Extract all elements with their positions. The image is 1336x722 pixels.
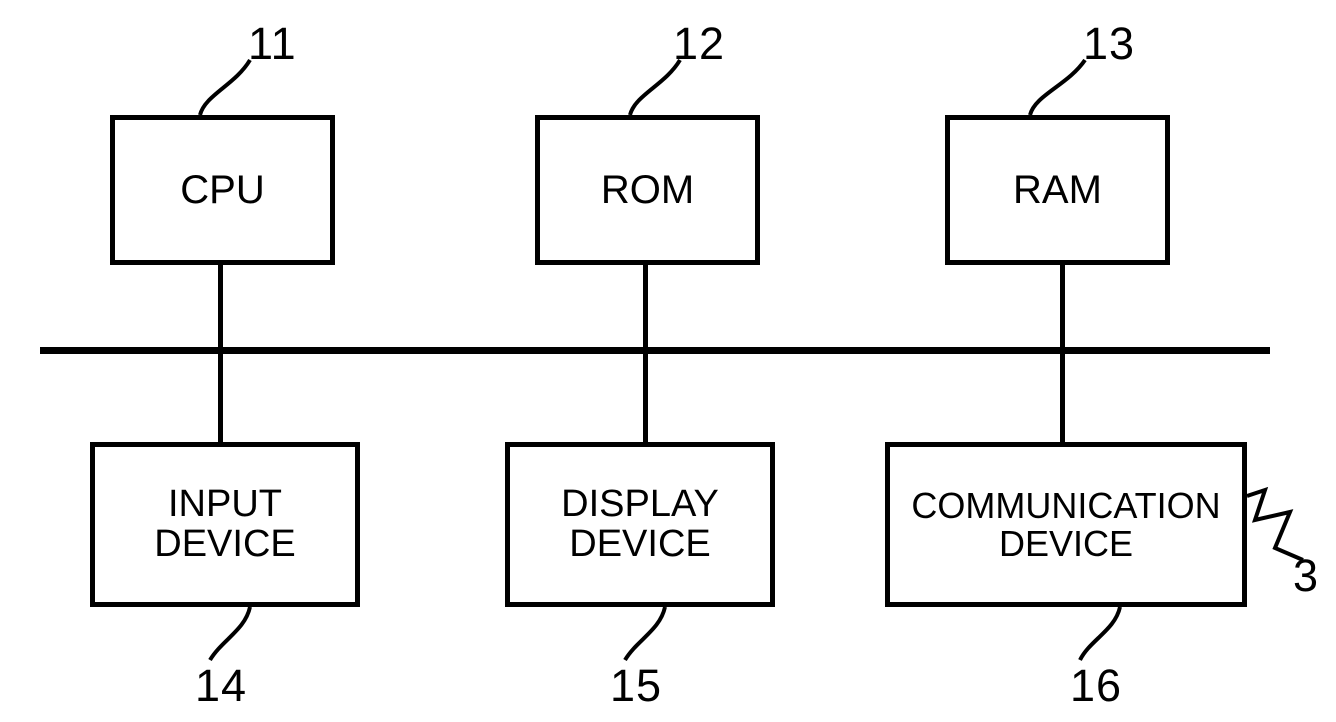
diagram-canvas: CPU ROM RAM INPUT DEVICE DISPLAY DEVICE …: [0, 0, 1336, 722]
lead-line-icon: [0, 0, 1336, 722]
